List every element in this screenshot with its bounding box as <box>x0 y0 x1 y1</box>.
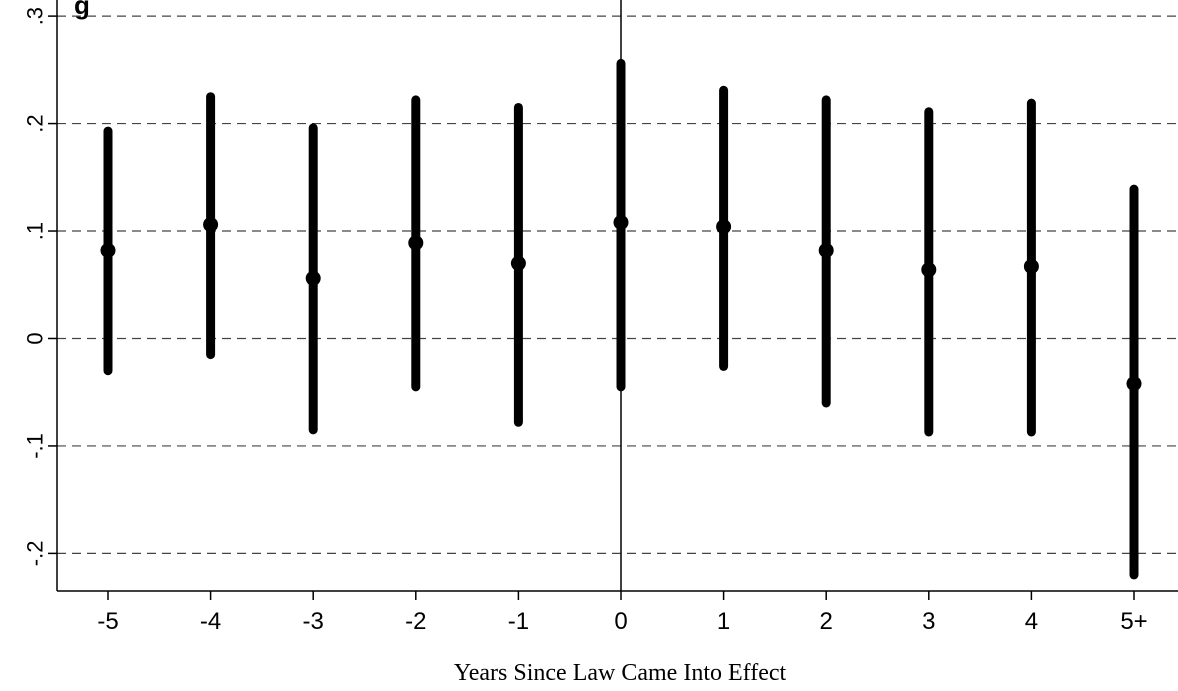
x-tick-label: 5+ <box>1120 608 1147 635</box>
point-estimate <box>203 217 219 233</box>
x-tick-label: 3 <box>922 608 935 635</box>
y-tick-label: .2 <box>23 114 48 132</box>
x-tick-label: -5 <box>97 608 118 635</box>
x-tick-label: 1 <box>717 608 730 635</box>
y-tick-label: .3 <box>23 7 48 25</box>
point-estimate <box>613 214 629 230</box>
x-axis-label: Years Since Law Came Into Effect <box>454 660 787 686</box>
x-tick-label: 4 <box>1025 608 1038 635</box>
y-tick-label: -.2 <box>23 541 48 567</box>
point-estimate <box>1023 258 1039 274</box>
y-tick-label: .1 <box>23 222 48 240</box>
confidence-intervals <box>100 58 1142 580</box>
y-tick-label: 0 <box>23 332 48 344</box>
x-tick-label: -1 <box>508 608 529 635</box>
point-estimate <box>1126 376 1142 392</box>
point-estimate <box>408 235 424 251</box>
x-tick-label: 0 <box>614 608 627 635</box>
x-axis: -5 -4 -3 -2 -1 0 1 2 3 4 5+ <box>57 590 1178 635</box>
x-tick-label: -3 <box>303 608 324 635</box>
x-tick-label: -4 <box>200 608 221 635</box>
point-estimate <box>100 242 116 258</box>
x-tick-label: 2 <box>820 608 833 635</box>
point-estimate <box>510 255 526 271</box>
point-estimate <box>305 270 321 286</box>
chart-title-fragment: g <box>74 0 90 20</box>
point-estimate <box>921 262 937 278</box>
y-tick-label: -.1 <box>23 433 48 459</box>
x-tick-label: -2 <box>405 608 426 635</box>
point-estimate <box>716 219 732 235</box>
y-axis: .3 .2 .1 0 -.1 -.2 <box>23 0 58 591</box>
point-estimate <box>818 242 834 258</box>
